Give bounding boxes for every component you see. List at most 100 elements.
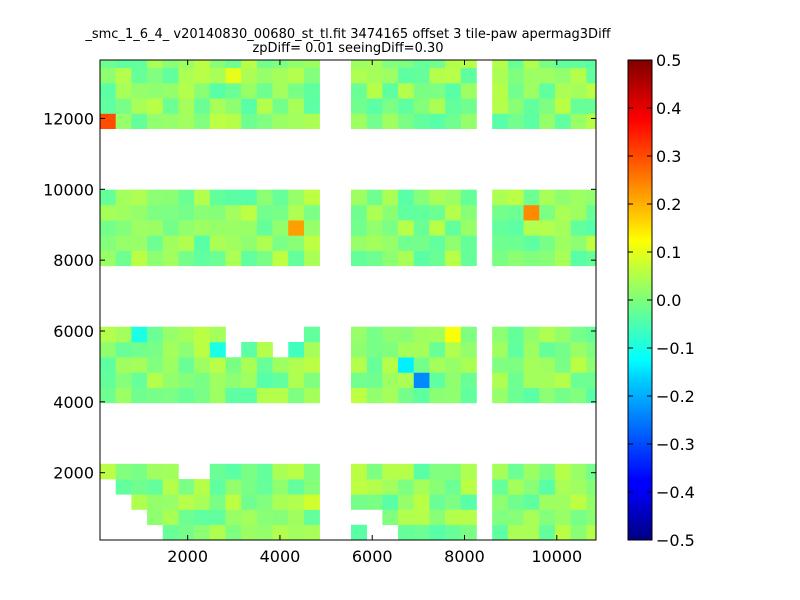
colorbar-tick-label: −0.4 [656,483,695,502]
heatmap-cell [570,60,587,69]
heatmap-cell [209,220,226,236]
heatmap-cell [523,372,540,388]
heatmap-cell [225,250,242,267]
heatmap-cell [586,67,597,84]
heatmap-cell [147,341,164,358]
plot-frame [99,59,597,541]
heatmap-cell [445,189,462,206]
heatmap-cell [100,463,116,480]
heatmap-cell [225,235,242,251]
chart-title: _smc_1_6_4_ v20140830_00680_st_tl.fit 34… [84,27,611,42]
y-tick-label: 6000 [53,322,94,341]
heatmap-cell [445,494,462,510]
heatmap-cell [492,113,509,130]
heatmap-cell [350,357,367,373]
heatmap-cell [398,524,415,541]
heatmap-cell [382,204,399,221]
heatmap-cell [460,387,477,404]
heatmap-cell [398,372,415,388]
heatmap-cell [350,98,367,114]
heatmap-cell [429,463,446,480]
heatmap-cell [178,341,195,358]
heatmap-cell [539,235,556,251]
heatmap-cell [209,357,226,373]
heatmap-cell [460,357,477,373]
heatmap-cell [382,83,399,99]
heatmap-cell [303,372,320,388]
heatmap-cell [539,463,556,480]
heatmap-cell [429,387,446,404]
heatmap-cell [398,67,415,84]
heatmap-cell [539,494,556,510]
heatmap-cell [398,494,415,510]
heatmap-cell [162,341,179,358]
heatmap-cell [523,494,540,510]
heatmap-cell [350,235,367,251]
heatmap-cell [256,98,273,114]
x-tick-label: 10000 [531,547,582,566]
heatmap-cell [209,494,226,510]
heatmap-cells [100,60,597,541]
heatmap-cell [131,60,148,69]
heatmap-cell [147,250,164,267]
heatmap-cell [272,220,289,236]
heatmap-cell [194,341,211,358]
heatmap-cell [586,341,597,358]
heatmap-cell [303,509,320,526]
heatmap-cell [272,250,289,267]
heatmap-cell [272,494,289,510]
heatmap-cell [492,372,509,388]
heatmap-cell [288,509,305,526]
heatmap-cell [115,372,132,388]
heatmap-cell [147,98,164,114]
heatmap-cell [413,326,430,343]
heatmap-cell [256,524,273,541]
heatmap-cell [350,341,367,358]
heatmap-cell [178,509,195,526]
heatmap-cell [100,113,116,130]
heatmap-cell [241,463,258,480]
heatmap-cell [398,235,415,251]
heatmap-cell [178,60,195,69]
heatmap-cell [100,204,116,221]
heatmap-cell [178,387,195,404]
heatmap-cell [413,524,430,541]
heatmap-cell [445,509,462,526]
heatmap-cell [539,113,556,130]
heatmap-cell [460,113,477,130]
heatmap-cell [303,494,320,510]
heatmap-cell [209,60,226,69]
heatmap-cell [366,98,383,114]
heatmap-cell [209,204,226,221]
heatmap-cell [539,479,556,495]
heatmap-cell [288,67,305,84]
heatmap-cell [178,67,195,84]
heatmap-cell [350,494,367,510]
heatmap-cell [539,98,556,114]
heatmap-cell [445,98,462,114]
heatmap-cell [570,250,587,267]
heatmap-cell [570,463,587,480]
heatmap-cell [429,98,446,114]
heatmap-cell [131,372,148,388]
heatmap-cell [539,326,556,343]
heatmap-cell [570,113,587,130]
heatmap-cell [225,83,242,99]
heatmap-cell [539,67,556,84]
heatmap-cell [445,83,462,99]
heatmap-cell [178,113,195,130]
heatmap-cell [256,494,273,510]
heatmap-cell [492,60,509,69]
heatmap-cell [366,204,383,221]
heatmap-cell [225,509,242,526]
heatmap-cell [194,235,211,251]
heatmap-cell [460,83,477,99]
heatmap-cell [350,60,367,69]
heatmap-cell [115,341,132,358]
heatmap-cell [288,524,305,541]
heatmap-cell [507,509,524,526]
heatmap-cell [460,524,477,541]
heatmap-cell [398,83,415,99]
heatmap-cell [460,494,477,510]
heatmap-cell [554,83,571,99]
